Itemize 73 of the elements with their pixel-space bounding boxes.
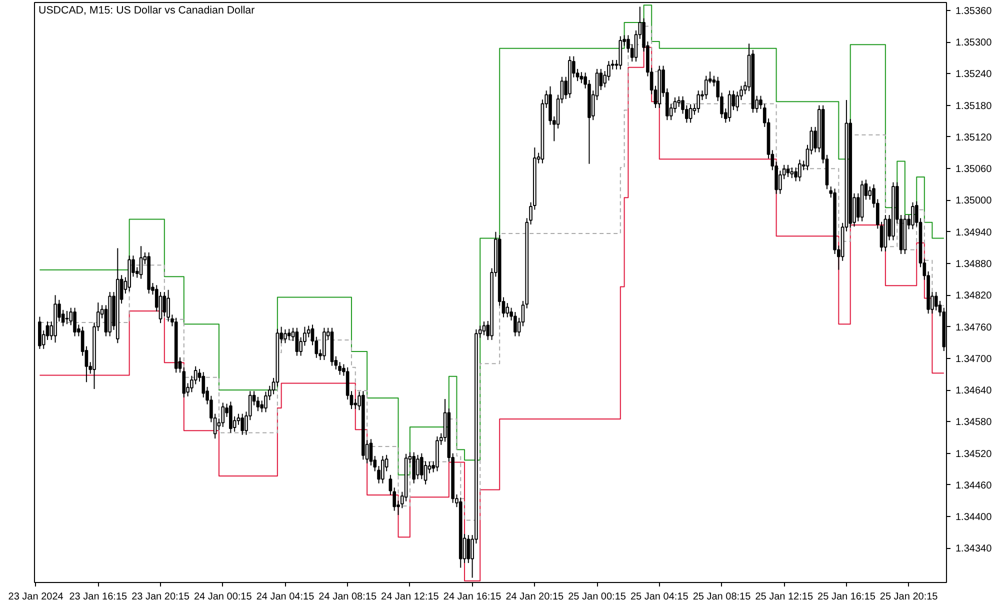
candlestick: [412, 452, 416, 484]
candlestick: [284, 328, 287, 344]
y-tick-label: 1.35360: [956, 6, 992, 17]
x-tick-label: 24 Jan 00:15: [194, 592, 252, 602]
candlestick: [696, 90, 700, 114]
candlestick: [229, 401, 232, 434]
y-tick-label: 1.34520: [956, 448, 992, 460]
candlestick: [287, 328, 291, 340]
candlestick: [580, 72, 584, 84]
candlestick: [798, 159, 802, 182]
candlestick: [728, 90, 732, 122]
candlestick: [354, 398, 358, 410]
y-tick-label: 1.34760: [956, 322, 992, 334]
y-tick-label: 1.35000: [956, 196, 992, 207]
y-tick-label: 1.35240: [956, 69, 992, 80]
y-tick-label: 1.34940: [956, 227, 992, 238]
candlestick: [688, 104, 692, 124]
candlestick: [786, 164, 790, 178]
candlestick: [673, 96, 677, 114]
candlestick: [139, 246, 143, 280]
x-tick-label: 24 Jan 12:15: [381, 592, 440, 602]
candlestick: [38, 316, 42, 350]
x-tick-label: 23 Jan 20:15: [132, 592, 190, 602]
y-tick-label: 1.34700: [956, 354, 992, 365]
candlestick: [790, 167, 794, 179]
x-tick-label: 24 Jan 16:15: [443, 592, 502, 602]
candlestick: [162, 291, 166, 317]
candlestick: [194, 366, 198, 385]
candlestick: [221, 402, 225, 428]
candlestick: [466, 534, 470, 564]
y-tick-label: 1.35300: [956, 38, 992, 49]
candlestick: [514, 312, 517, 337]
candlestick: [65, 310, 69, 325]
candlestick: [166, 289, 170, 322]
candlestick: [158, 291, 162, 324]
x-tick-label: 24 Jan 20:15: [506, 592, 564, 602]
y-tick-label: 1.34640: [956, 386, 992, 397]
x-tick-label: 24 Jan 08:15: [318, 592, 377, 602]
x-tick-label: 25 Jan 20:15: [880, 592, 938, 602]
x-tick-label: 25 Jan 16:15: [818, 592, 876, 602]
candlestick: [73, 307, 76, 337]
candlestick: [295, 327, 299, 356]
y-tick-label: 1.34880: [956, 259, 992, 270]
candlestick: [868, 186, 872, 200]
x-tick-label: 25 Jan 08:15: [692, 592, 752, 602]
y-tick-label: 1.35060: [956, 164, 992, 176]
candlestick: [794, 167, 798, 182]
candlestick: [482, 321, 486, 336]
y-tick-label: 1.34340: [956, 544, 992, 555]
x-tick-label: 24 Jan 04:15: [256, 592, 315, 602]
candlestick: [256, 396, 260, 412]
y-tick-label: 1.34460: [956, 480, 992, 492]
candlestick: [381, 455, 384, 484]
candlestick: [424, 460, 428, 485]
y-tick-label: 1.35180: [956, 100, 992, 112]
candlestick: [911, 202, 914, 230]
candlestick: [202, 372, 206, 398]
x-tick-label: 23 Jan 16:15: [69, 592, 128, 602]
candlestick: [322, 327, 326, 360]
x-tick-label: 23 Jan 2024: [8, 592, 64, 602]
chart-title: USDCAD, M15: US Dollar vs Canadian Dollar: [38, 4, 256, 16]
candlestick: [240, 413, 244, 436]
y-tick-label: 1.34400: [956, 512, 992, 524]
x-tick-label: 25 Jan 00:15: [568, 592, 626, 602]
candlestick: [416, 454, 420, 480]
x-tick-label: 25 Jan 04:15: [630, 592, 689, 602]
x-tick-label: 25 Jan 12:15: [755, 592, 814, 602]
candlestick: [306, 325, 310, 338]
candlestick: [704, 75, 708, 100]
y-tick-label: 1.34580: [956, 417, 992, 428]
y-tick-label: 1.35120: [956, 132, 992, 144]
candlestick: [506, 302, 510, 318]
y-tick-label: 1.34820: [956, 290, 992, 302]
